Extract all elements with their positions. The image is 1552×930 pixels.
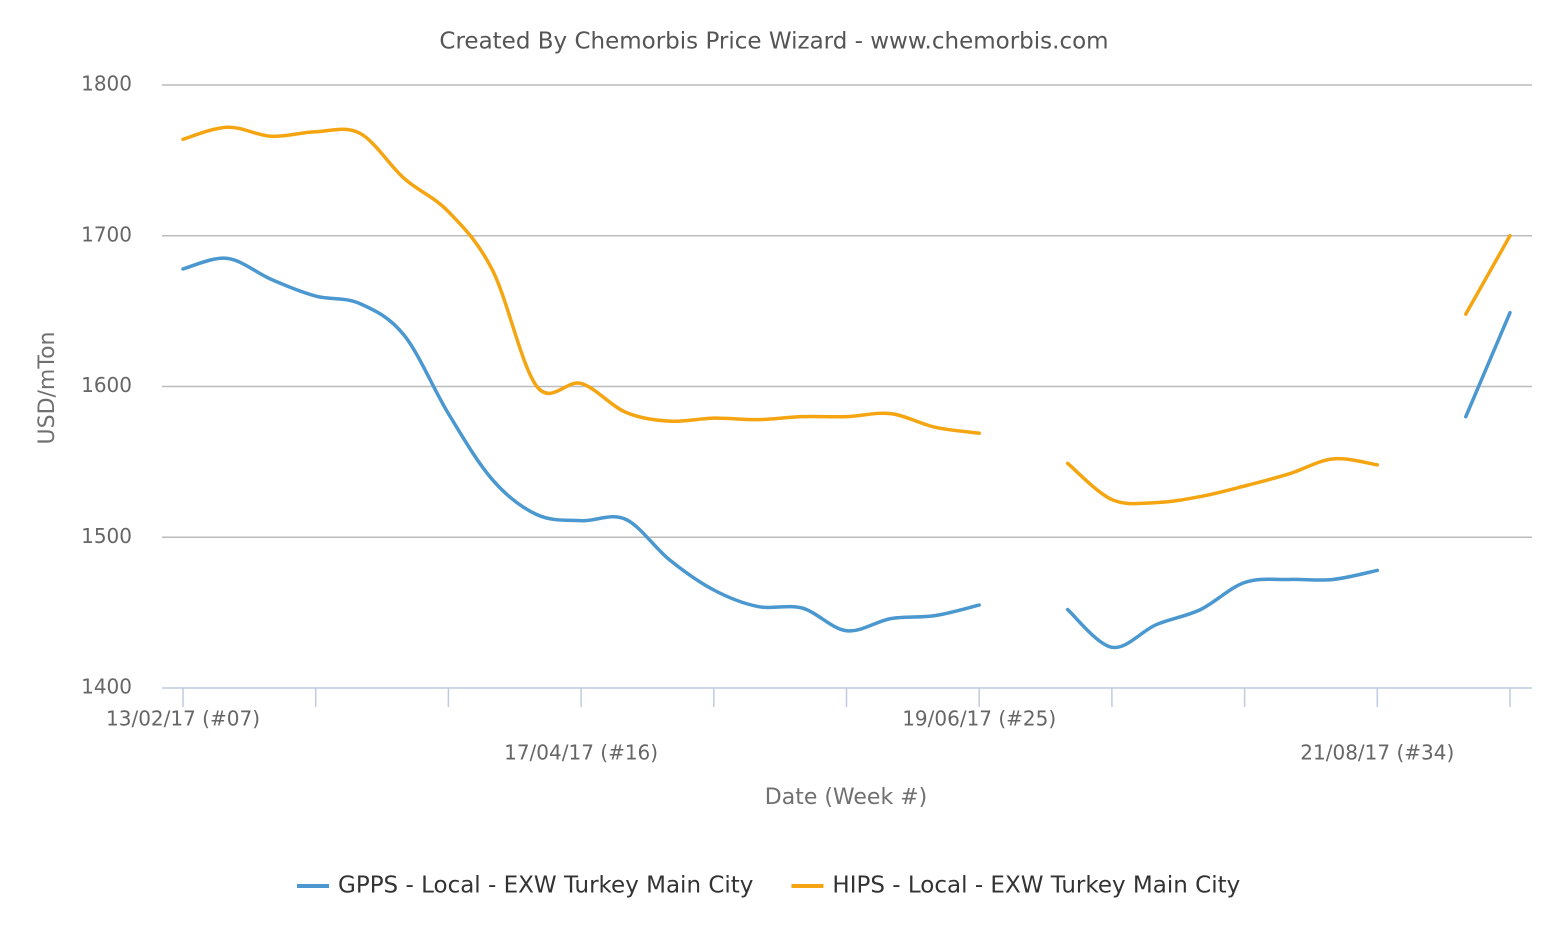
y-tick-label: 1800 <box>81 72 132 96</box>
legend-label: GPPS - Local - EXW Turkey Main City <box>338 873 753 899</box>
y-tick-label: 1700 <box>81 222 132 246</box>
x-tick-label: 19/06/17 (#25) <box>902 707 1056 731</box>
series-line <box>181 125 1512 506</box>
x-tick-label: 13/02/17 (#07) <box>106 707 260 731</box>
legend-label: HIPS - Local - EXW Turkey Main City <box>832 873 1240 899</box>
y-tick-label: 1500 <box>81 524 132 548</box>
y-tick-label: 1600 <box>81 373 132 397</box>
x-axis-label: Date (Week #) <box>765 785 927 810</box>
x-tick-label: 21/08/17 (#34) <box>1300 741 1454 765</box>
series-line <box>181 256 1512 650</box>
y-axis-label: USD/mTon <box>35 332 60 445</box>
chart-title: Created By Chemorbis Price Wizard - www.… <box>439 29 1108 55</box>
x-tick-label: 17/04/17 (#16) <box>504 741 658 765</box>
y-tick-label: 1400 <box>81 675 132 699</box>
